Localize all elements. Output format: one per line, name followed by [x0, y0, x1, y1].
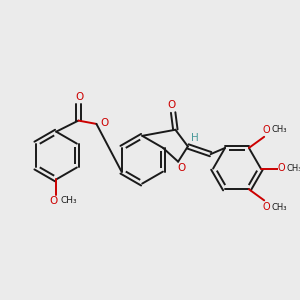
- Text: CH₃: CH₃: [272, 203, 287, 212]
- Text: CH₃: CH₃: [60, 196, 77, 205]
- Text: O: O: [50, 196, 58, 206]
- Text: O: O: [76, 92, 84, 102]
- Text: O: O: [177, 163, 186, 173]
- Text: CH₃: CH₃: [286, 164, 300, 172]
- Text: O: O: [262, 125, 270, 135]
- Text: O: O: [168, 100, 176, 110]
- Text: O: O: [277, 163, 285, 173]
- Text: O: O: [262, 202, 270, 212]
- Text: O: O: [100, 118, 108, 128]
- Text: H: H: [191, 133, 199, 142]
- Text: CH₃: CH₃: [272, 125, 287, 134]
